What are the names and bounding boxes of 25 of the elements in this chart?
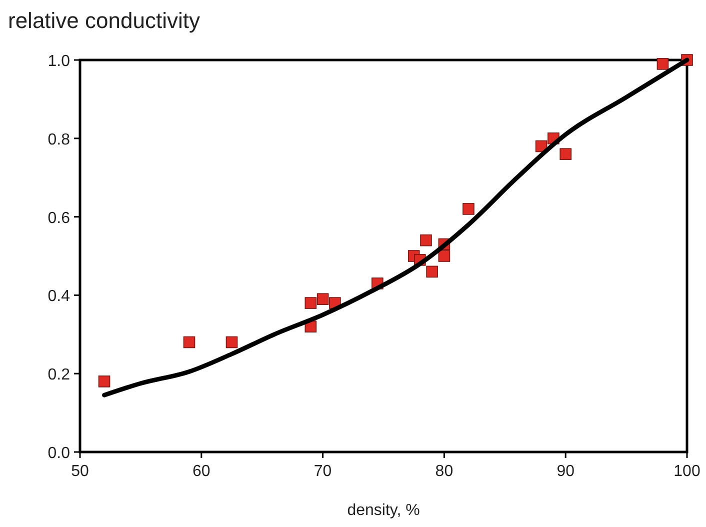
y-axis-title: relative conductivity <box>8 8 200 33</box>
point <box>462 203 474 215</box>
x-tick-label: 100 <box>674 463 700 480</box>
y-tick-label: 0.6 <box>48 210 70 227</box>
point <box>426 266 438 278</box>
point <box>560 148 572 160</box>
point <box>656 58 669 70</box>
x-tick-label: 80 <box>435 463 454 480</box>
point <box>98 376 110 388</box>
y-tick-label: 0.2 <box>48 366 70 384</box>
y-tick-label: 1.0 <box>48 53 70 70</box>
y-tick-label: 0.4 <box>48 288 70 306</box>
point <box>438 250 450 262</box>
point <box>226 336 238 348</box>
point <box>316 293 329 306</box>
x-tick-label: 90 <box>556 463 575 480</box>
point <box>304 297 317 309</box>
x-tick-label: 70 <box>314 463 332 480</box>
x-tick-label: 60 <box>192 463 210 480</box>
y-tick-label: 0.0 <box>48 445 70 462</box>
x-axis-title: density, % <box>347 502 420 519</box>
y-tick-label: 0.8 <box>48 131 70 148</box>
point <box>420 234 432 246</box>
point <box>183 336 196 348</box>
x-tick-label: 50 <box>71 463 89 480</box>
